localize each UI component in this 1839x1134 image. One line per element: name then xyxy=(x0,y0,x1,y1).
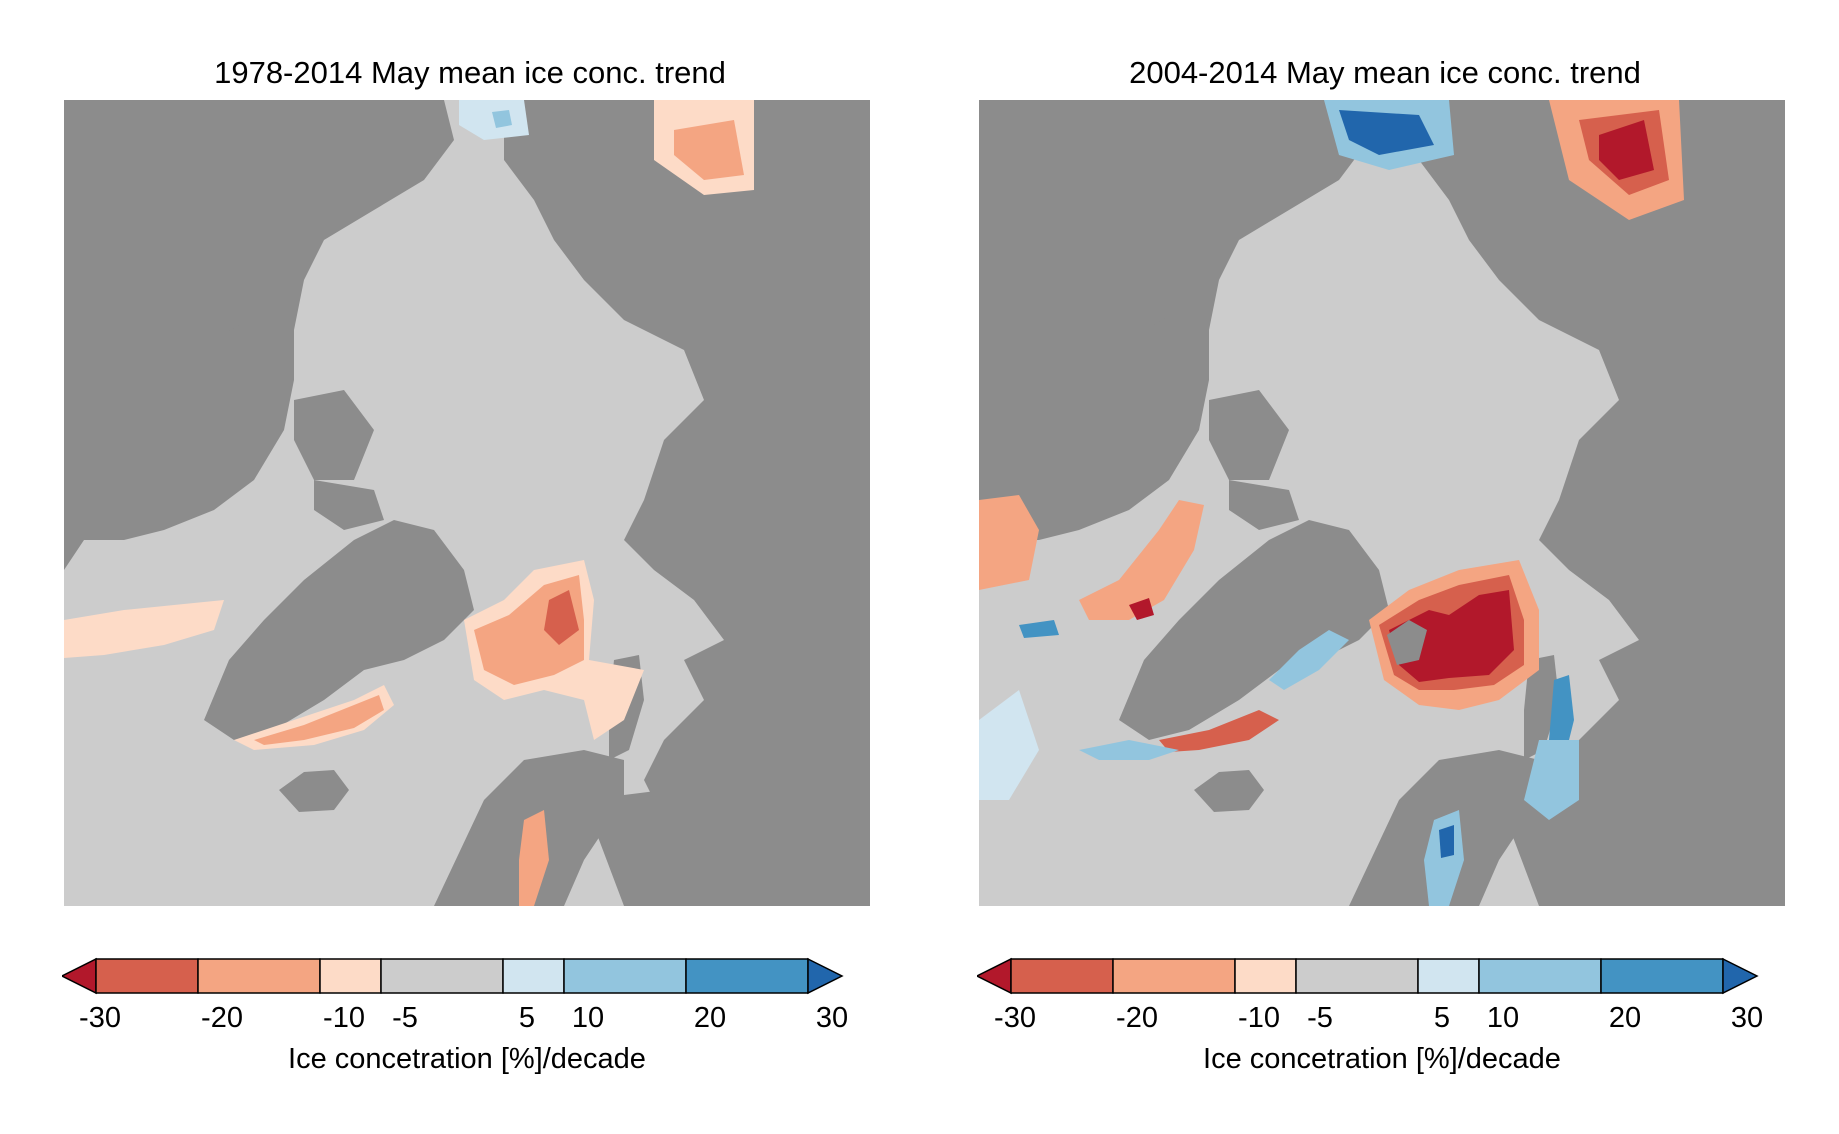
left-colorbar xyxy=(62,957,844,995)
iceland xyxy=(1194,770,1264,812)
colorbar-under-triangle xyxy=(62,957,97,995)
right-map-panel: 2004-2014 May mean ice conc. trend xyxy=(915,0,1785,1134)
colorbar-tick: 30 xyxy=(815,1002,849,1034)
colorbar-tick: -20 xyxy=(1116,1002,1158,1034)
east-greenland-positive-band xyxy=(1079,740,1179,760)
colorbar-tick: -10 xyxy=(323,1002,365,1034)
colorbar-bin xyxy=(502,958,565,994)
east-greenland-positive xyxy=(1269,630,1349,690)
novaya-positive-outer xyxy=(1524,740,1579,820)
colorbar-tick: -20 xyxy=(201,1002,243,1034)
colorbar-tick: -5 xyxy=(392,1002,418,1034)
left-map-panel: 1978-2014 May mean ice conc. trend xyxy=(0,0,870,1134)
left-map-title: 1978-2014 May mean ice conc. trend xyxy=(214,55,726,90)
barents-negative-core xyxy=(544,590,579,645)
colorbar-bin xyxy=(1010,958,1114,994)
iceland xyxy=(279,770,349,812)
bering-negative xyxy=(674,120,744,180)
colorbar-bin xyxy=(563,958,687,994)
colorbar-over-triangle xyxy=(1722,957,1759,995)
colorbar-tick: -5 xyxy=(1307,1002,1333,1034)
chukchi-positive-core xyxy=(1339,110,1434,155)
greenland xyxy=(1119,520,1389,740)
colorbar-tick: 10 xyxy=(1486,1002,1520,1034)
baltic-positive-core xyxy=(1439,825,1454,858)
eurasia xyxy=(504,100,870,906)
greenland-sea-positive xyxy=(979,690,1039,800)
colorbar-tick: 20 xyxy=(693,1002,727,1034)
colorbar-bin xyxy=(1295,958,1419,994)
east-greenland-negative xyxy=(1159,710,1279,752)
colorbar-bin xyxy=(95,958,199,994)
trend-contours xyxy=(979,100,1684,906)
colorbar-under-triangle xyxy=(977,957,1012,995)
east-greenland-negative-outer xyxy=(234,685,394,750)
right-map-title: 2004-2014 May mean ice conc. trend xyxy=(1129,55,1641,90)
colorbar-bin xyxy=(380,958,504,994)
colorbar-tick: -30 xyxy=(79,1002,121,1034)
barents-negative-core xyxy=(1389,590,1514,682)
colorbar-tick: -30 xyxy=(994,1002,1036,1034)
colorbar-tick: 5 xyxy=(518,1002,536,1034)
colorbar-bin xyxy=(319,958,382,994)
colorbar-tick: -10 xyxy=(1238,1002,1280,1034)
colorbar-bin xyxy=(1600,958,1724,994)
baffin-negative xyxy=(64,600,224,658)
land xyxy=(979,100,1785,906)
left-map xyxy=(64,100,870,906)
greenland xyxy=(204,520,474,740)
colorbar-label: Ice concetration [%]/decade xyxy=(288,1043,646,1075)
colorbar-bin xyxy=(197,958,321,994)
canadian-archipelago xyxy=(1079,310,1299,530)
colorbar-tick: 30 xyxy=(1730,1002,1764,1034)
colorbar-bin xyxy=(1234,958,1297,994)
eurasia xyxy=(1419,100,1785,906)
bering-negative-core xyxy=(1599,120,1654,180)
right-colorbar xyxy=(977,957,1759,995)
colorbar-over-triangle xyxy=(807,957,844,995)
colorbar-bin xyxy=(685,958,809,994)
scandinavia xyxy=(434,750,744,906)
colorbar-tick: 10 xyxy=(571,1002,605,1034)
baffin-negative-band xyxy=(1079,500,1204,620)
trend-contours xyxy=(64,100,754,906)
colorbar-bin xyxy=(1417,958,1480,994)
baffin-negative-core xyxy=(1129,598,1154,620)
kara-positive xyxy=(1549,675,1574,760)
canadian-archipelago xyxy=(164,310,384,530)
colorbar-bin xyxy=(1112,958,1236,994)
colorbar-label: Ice concetration [%]/decade xyxy=(1203,1043,1561,1075)
colorbar-bin xyxy=(1478,958,1602,994)
colorbar-tick: 5 xyxy=(1433,1002,1451,1034)
right-map xyxy=(979,100,1785,906)
baltic-negative xyxy=(519,810,549,906)
barents-svalbard-gap xyxy=(1387,620,1427,665)
east-greenland-negative xyxy=(254,695,384,745)
labrador-positive xyxy=(1019,620,1059,638)
novaya-zemlya xyxy=(1524,655,1559,760)
baffin-negative xyxy=(979,495,1039,590)
chukchi-positive-core xyxy=(492,110,512,128)
colorbar-tick: 20 xyxy=(1608,1002,1642,1034)
